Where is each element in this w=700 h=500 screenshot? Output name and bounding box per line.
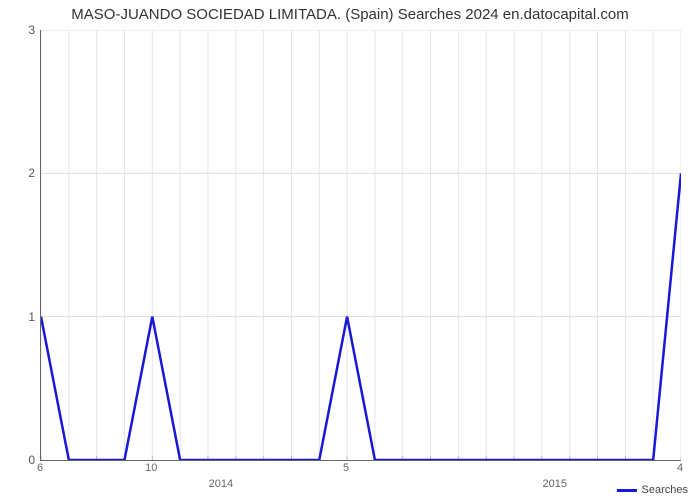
plot-svg bbox=[41, 30, 681, 460]
plot-area bbox=[40, 30, 681, 461]
y-gridlines bbox=[41, 30, 681, 317]
legend-text: Searches bbox=[642, 484, 688, 496]
y-tick-label: 2 bbox=[28, 166, 35, 180]
x-tick-label: 10 bbox=[145, 462, 157, 474]
x-tick-label: 4 bbox=[677, 462, 683, 474]
x-group-label: 2014 bbox=[209, 478, 233, 490]
legend: Searches bbox=[617, 484, 688, 496]
x-tick-label: 6 bbox=[37, 462, 43, 474]
y-tick-label: 0 bbox=[28, 453, 35, 467]
chart-title: MASO-JUANDO SOCIEDAD LIMITADA. (Spain) S… bbox=[0, 6, 700, 23]
x-tick-label: 5 bbox=[343, 462, 349, 474]
legend-swatch bbox=[617, 489, 637, 492]
y-tick-label: 3 bbox=[28, 23, 35, 37]
x-group-label: 2015 bbox=[543, 478, 567, 490]
y-tick-label: 1 bbox=[28, 310, 35, 324]
chart-container: MASO-JUANDO SOCIEDAD LIMITADA. (Spain) S… bbox=[0, 0, 700, 500]
